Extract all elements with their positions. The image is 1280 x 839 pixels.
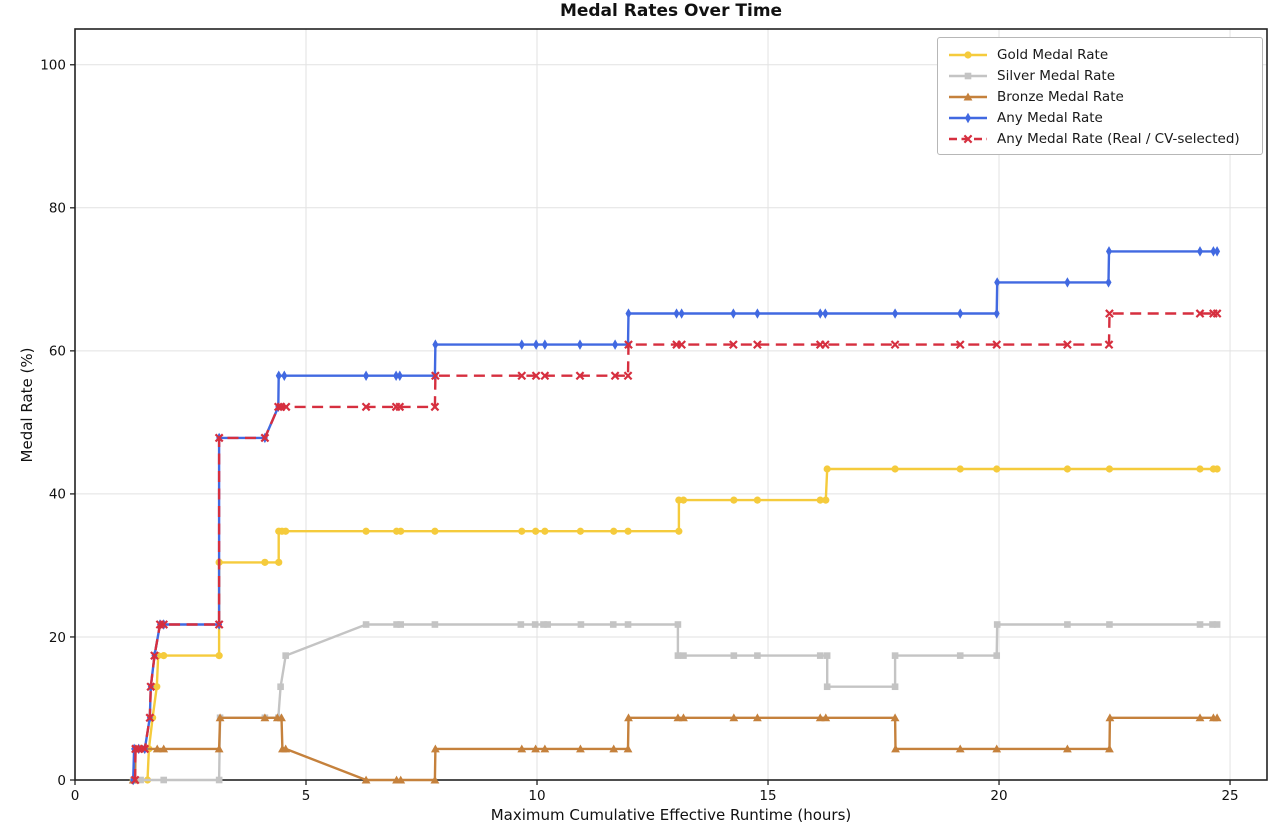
legend: Gold Medal Rate Silver Medal Rate Bronze M… <box>937 37 1263 155</box>
plot-border <box>74 28 1268 781</box>
legend-swatch-bronze-medal-rate <box>949 92 987 100</box>
legend-item-silver-medal-rate: Silver Medal Rate <box>947 65 1253 86</box>
legend-label-gold-medal-rate: Gold Medal Rate <box>997 46 1109 63</box>
x-tick-label: 10 <box>528 788 545 804</box>
legend-item-gold-medal-rate: Gold Medal Rate <box>947 44 1253 65</box>
legend-swatch-gold-medal-rate <box>949 50 987 59</box>
y-tick-label: 20 <box>49 630 66 646</box>
legend-item-any-medal-rate-real-cv-selected: Any Medal Rate (Real / CV-selected) <box>947 128 1253 149</box>
y-tick-label: 0 <box>57 773 66 789</box>
legend-label-any-medal-rate: Any Medal Rate <box>997 109 1103 126</box>
x-tick-label: 25 <box>1221 788 1238 804</box>
legend-label-silver-medal-rate: Silver Medal Rate <box>997 67 1115 84</box>
legend-label-bronze-medal-rate: Bronze Medal Rate <box>997 88 1124 105</box>
y-tick-label: 40 <box>49 487 66 503</box>
series-silver-medal-rate <box>129 621 1221 784</box>
series-line-bronze-medal-rate <box>133 716 1218 782</box>
series-any-medal-rate-real-cv-selected <box>130 309 1222 785</box>
x-tick-label: 0 <box>71 788 80 804</box>
legend-item-any-medal-rate: Any Medal Rate <box>947 107 1253 128</box>
x-tick-label: 15 <box>759 788 776 804</box>
legend-label-any-medal-rate-real-cv-selected: Any Medal Rate (Real / CV-selected) <box>997 130 1240 147</box>
y-tick-label: 80 <box>49 201 66 217</box>
x-tick-label: 5 <box>302 788 311 804</box>
series-bronze-medal-rate <box>128 713 1222 784</box>
series-line-any-medal-rate-real-cv-selected <box>133 312 1218 781</box>
series-line-any-medal-rate <box>132 250 1218 781</box>
series-line-gold-medal-rate <box>133 467 1218 782</box>
y-axis-label: Medal Rate (%) <box>18 347 36 463</box>
x-axis-label: Maximum Cumulative Effective Runtime (ho… <box>490 806 852 824</box>
x-tick-label: 20 <box>990 788 1007 804</box>
chart-title: Medal Rates Over Time <box>559 1 783 21</box>
series-line-silver-medal-rate <box>133 623 1218 782</box>
legend-item-bronze-medal-rate: Bronze Medal Rate <box>947 86 1253 107</box>
legend-swatch-silver-medal-rate <box>949 72 987 79</box>
legend-swatch-any-medal-rate <box>949 112 987 123</box>
y-tick-label: 100 <box>40 58 66 74</box>
legend-swatch-any-medal-rate-real-cv-selected <box>949 134 987 143</box>
series-any-medal-rate <box>130 246 1221 786</box>
y-tick-label: 60 <box>49 344 66 360</box>
